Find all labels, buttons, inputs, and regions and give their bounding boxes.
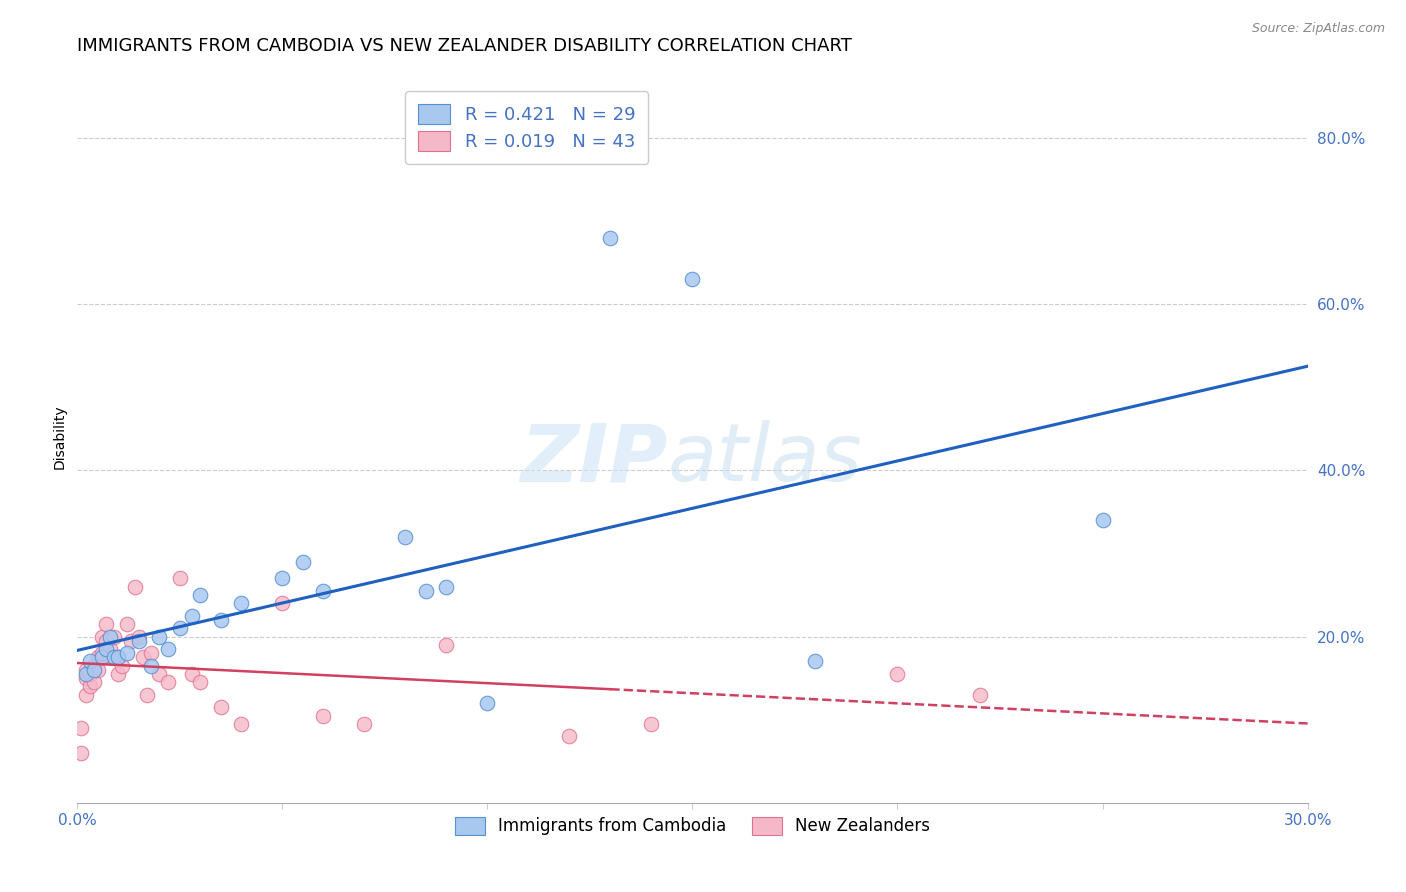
Point <box>353 716 375 731</box>
Point <box>79 655 101 669</box>
Point <box>156 675 179 690</box>
Legend: Immigrants from Cambodia, New Zealanders: Immigrants from Cambodia, New Zealanders <box>449 810 936 842</box>
Point <box>107 650 129 665</box>
Point <box>291 555 314 569</box>
Point <box>169 621 191 635</box>
Point <box>90 650 114 665</box>
Point <box>415 583 437 598</box>
Point <box>271 596 294 610</box>
Point <box>83 658 105 673</box>
Y-axis label: Disability: Disability <box>52 405 66 469</box>
Point <box>70 721 93 735</box>
Point <box>181 608 204 623</box>
Point <box>87 650 110 665</box>
Point <box>75 688 97 702</box>
Point <box>188 675 212 690</box>
Point <box>312 583 335 598</box>
Text: IMMIGRANTS FROM CAMBODIA VS NEW ZEALANDER DISABILITY CORRELATION CHART: IMMIGRANTS FROM CAMBODIA VS NEW ZEALANDE… <box>77 37 852 54</box>
Point <box>436 638 458 652</box>
Point <box>148 667 170 681</box>
Point <box>640 716 662 731</box>
Point <box>128 630 150 644</box>
Point <box>682 272 704 286</box>
Point <box>886 667 908 681</box>
Point <box>94 642 117 657</box>
Point <box>1091 513 1114 527</box>
Point <box>79 667 101 681</box>
Point <box>94 617 117 632</box>
Point <box>98 650 121 665</box>
Point <box>156 642 179 657</box>
Point <box>477 696 499 710</box>
Point <box>804 655 827 669</box>
Point <box>394 530 416 544</box>
Point <box>98 630 121 644</box>
Point <box>103 630 125 644</box>
Point <box>90 630 114 644</box>
Point <box>181 667 204 681</box>
Point <box>124 580 146 594</box>
Point <box>188 588 212 602</box>
Point <box>115 617 138 632</box>
Point <box>558 729 581 743</box>
Point <box>107 650 129 665</box>
Point <box>128 633 150 648</box>
Point <box>94 633 117 648</box>
Point <box>120 633 142 648</box>
Text: Source: ZipAtlas.com: Source: ZipAtlas.com <box>1251 22 1385 36</box>
Point <box>107 667 129 681</box>
Point <box>83 675 105 690</box>
Point <box>70 746 93 760</box>
Point <box>231 596 253 610</box>
Text: ZIP: ZIP <box>520 420 668 498</box>
Point <box>87 663 110 677</box>
Point <box>136 688 159 702</box>
Point <box>75 667 97 681</box>
Point <box>209 613 232 627</box>
Point <box>111 658 134 673</box>
Point <box>312 708 335 723</box>
Point <box>599 230 621 244</box>
Point <box>169 571 191 585</box>
Point <box>231 716 253 731</box>
Point <box>79 680 101 694</box>
Point <box>141 658 163 673</box>
Point <box>436 580 458 594</box>
Point <box>141 646 163 660</box>
Point <box>271 571 294 585</box>
Point <box>90 646 114 660</box>
Point <box>148 630 170 644</box>
Point <box>115 646 138 660</box>
Point <box>83 663 105 677</box>
Point <box>103 650 125 665</box>
Point <box>209 700 232 714</box>
Point <box>75 671 97 685</box>
Point <box>132 650 155 665</box>
Point <box>969 688 991 702</box>
Text: atlas: atlas <box>668 420 863 498</box>
Point <box>98 642 121 657</box>
Point <box>75 663 97 677</box>
